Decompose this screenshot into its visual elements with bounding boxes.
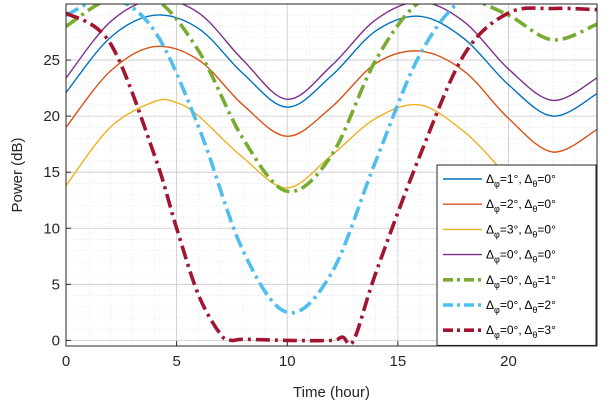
y-tick-label: 5 — [52, 276, 60, 293]
y-tick-label: 15 — [43, 164, 60, 181]
x-tick-label: 15 — [390, 353, 407, 370]
series-line-6 — [66, 4, 460, 315]
series-line-7 — [66, 6, 597, 346]
legend-entry: Δφ=0°, Δθ=3° — [486, 323, 556, 340]
plot-frame — [65, 3, 598, 347]
legend-entry: Δφ=0°, Δθ=1° — [486, 273, 556, 290]
legend: Δφ=1°, Δθ=0° Δφ=2°, Δθ=0° Δφ=3°, Δθ=0° Δφ=0… — [436, 164, 597, 346]
legend-entry: Δφ=0°, Δθ=0° — [486, 248, 556, 265]
series-line-4 — [66, 4, 597, 102]
x-axis-label: Time (hour) — [293, 384, 370, 401]
legend-entry: Δφ=0°, Δθ=2° — [486, 298, 556, 315]
y-axis-ticks: 0 5 10 15 20 25 — [43, 52, 71, 349]
series-layer — [66, 4, 597, 346]
y-tick-label: 10 — [43, 220, 60, 237]
x-tick-label: 10 — [279, 353, 296, 370]
legend-entry: Δφ=2°, Δθ=0° — [486, 197, 556, 214]
legend-entry: Δφ=3°, Δθ=0° — [486, 222, 556, 239]
x-tick-label: 20 — [500, 353, 517, 370]
series-line-1 — [66, 14, 597, 117]
y-tick-label: 20 — [43, 108, 60, 125]
y-tick-label: 0 — [52, 332, 60, 349]
y-tick-label: 25 — [43, 52, 60, 69]
x-axis-ticks: 0 5 10 15 20 — [62, 341, 517, 370]
legend-entry: Δφ=1°, Δθ=0° — [486, 172, 556, 189]
x-tick-label: 5 — [172, 353, 180, 370]
x-tick-label: 0 — [62, 353, 70, 370]
y-axis-label: Power (dB) — [9, 137, 26, 212]
series-line-2 — [66, 45, 597, 153]
series-line-3 — [66, 98, 498, 189]
